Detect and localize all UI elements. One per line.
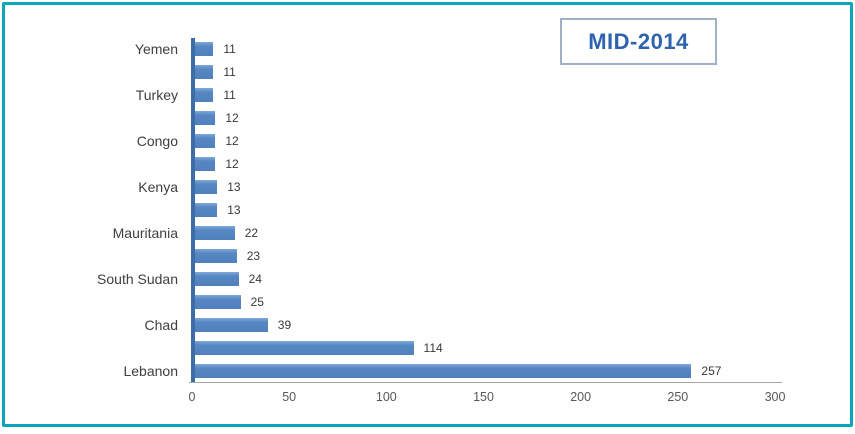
category-label: Congo (136, 133, 178, 150)
bar (192, 65, 214, 80)
bar (192, 271, 239, 286)
x-tick-label: 300 (764, 390, 786, 404)
bar (192, 317, 268, 332)
x-tick-label: 100 (375, 390, 397, 404)
bar (192, 363, 692, 378)
value-label: 13 (227, 180, 241, 195)
value-label: 23 (246, 248, 261, 263)
value-label: 22 (244, 225, 259, 240)
x-tick-label: 250 (667, 390, 689, 404)
x-tick-label: 200 (570, 390, 592, 404)
category-label: Chad (144, 316, 178, 333)
bar (192, 111, 216, 126)
value-label: 39 (277, 317, 292, 332)
category-label: Kenya (138, 179, 178, 196)
bar (192, 180, 218, 195)
category-label: Lebanon (123, 362, 178, 379)
x-tick-label: 150 (473, 390, 494, 404)
value-label: 11 (223, 65, 236, 80)
y-axis-line (191, 38, 195, 382)
category-label: South Sudan (97, 270, 178, 287)
title-box: MID-2014 (560, 18, 717, 65)
x-axis-line (189, 382, 782, 383)
category-label: Yemen (134, 41, 178, 58)
bar (192, 157, 216, 172)
bar (192, 134, 216, 149)
category-label: Mauritania (112, 224, 178, 241)
bar (192, 203, 218, 217)
value-label: 12 (225, 111, 239, 126)
chart-title: MID-2014 (588, 28, 689, 54)
bar (192, 225, 235, 240)
x-tick-label: 0 (188, 390, 196, 404)
bar (192, 340, 414, 355)
value-label: 11 (223, 88, 236, 103)
category-label: Turkey (135, 87, 178, 104)
bar (192, 248, 237, 263)
value-label: 11 (223, 42, 236, 57)
value-label: 12 (225, 157, 239, 172)
bar (192, 88, 214, 103)
value-label: 13 (227, 203, 241, 217)
value-label: 257 (701, 363, 722, 378)
bar (192, 42, 214, 57)
value-label: 12 (225, 134, 239, 149)
value-label: 25 (250, 294, 264, 309)
x-tick-label: 50 (282, 390, 297, 404)
chart-frame: MID-2014 Yemen 11 11 Turkey 11 12 Congo 12 12 Ken… (2, 2, 853, 427)
bar-chart: MID-2014 Yemen 11 11 Turkey 11 12 Congo 12 12 Ken… (5, 5, 855, 434)
value-label: 24 (248, 271, 262, 286)
value-label: 114 (423, 340, 443, 355)
bar (192, 294, 241, 309)
